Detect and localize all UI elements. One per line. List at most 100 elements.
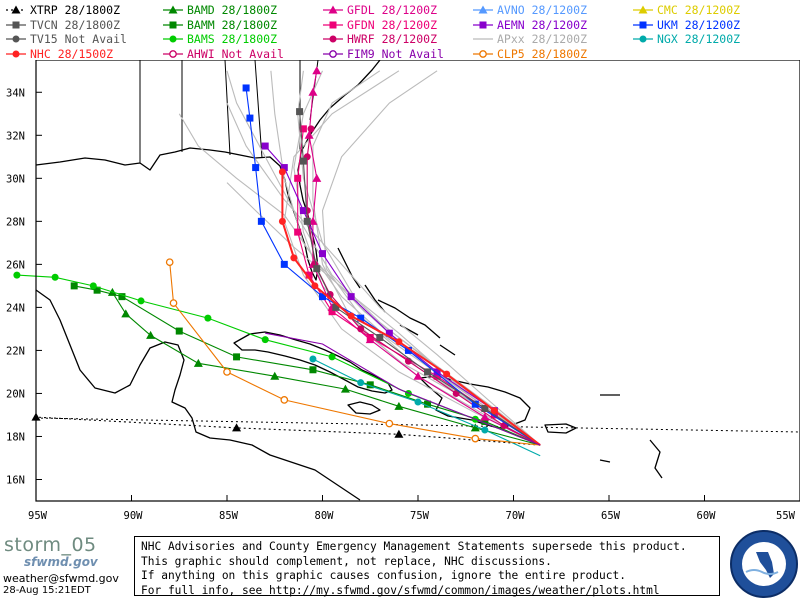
track-point-ngx [414, 398, 422, 406]
legend-label: TV15 Not Avail [30, 32, 127, 46]
track-point-aemn [385, 329, 393, 337]
track-point-ngx [309, 355, 317, 363]
legend: XTRP 28/1800Z BAMD 28/1800Z GFDL 28/1200Z A… [0, 0, 800, 61]
xtrp-guide [35, 417, 800, 433]
track-point-bamm [93, 286, 101, 294]
lat-label: 24N [6, 302, 25, 314]
track-point-bamm [366, 381, 374, 389]
track-point-bamd [470, 423, 480, 432]
track-point-aemn [280, 164, 288, 172]
track-point-gfdn [299, 125, 307, 133]
track-point-clp5 [169, 299, 178, 307]
lat-label: 26N [6, 259, 25, 271]
lat-label: 16N [6, 474, 25, 486]
track-point-xtrp [394, 429, 404, 438]
track-apxx [312, 70, 541, 446]
track-point-tvcn [481, 404, 489, 412]
track-point-aemn [299, 207, 307, 215]
legend-swatch-icon [163, 21, 183, 28]
track-apxx [226, 182, 541, 446]
contact-email[interactable]: weather@sfwmd.gov [3, 572, 119, 585]
track-point-nhc [278, 217, 286, 225]
legend-marker [169, 21, 177, 28]
track-point-tvcn [303, 217, 311, 225]
track-point-ukm [319, 293, 326, 301]
legend-marker [328, 5, 338, 14]
track-point-bamm [70, 282, 78, 290]
track-point-clp5 [385, 419, 394, 428]
track-point-tvcn [376, 334, 384, 342]
lat-label: 22N [6, 345, 25, 357]
track-point-nhc [290, 254, 298, 262]
track-point-ukm [246, 114, 254, 122]
track-point-bamd [121, 309, 131, 318]
lon-label: 85W [219, 510, 239, 522]
track-point-nhc [278, 168, 286, 176]
legend-marker [478, 5, 488, 14]
track-point-tvcn [296, 108, 304, 116]
puerto-rico-coastline [544, 423, 577, 434]
track-point-gfdl [312, 66, 322, 75]
track-point-ukm [257, 217, 265, 225]
track-point-clp5 [223, 368, 231, 376]
axis-labels: 34N 32N 30N 28N 26N 24N 22N 20N 18N 16N 95W 90W 85W 8… [6, 87, 800, 522]
disclaimer-line[interactable]: For full info, see http://my.sfwmd.gov/s… [141, 583, 660, 597]
lat-label: 20N [6, 388, 25, 400]
legend-swatch-icon [6, 21, 26, 28]
lat-label: 34N [6, 87, 25, 99]
legend-label: BAMD 28/1800Z [187, 3, 278, 17]
legend-swatch-icon [6, 35, 26, 43]
track-point-gfdl [312, 173, 322, 182]
track-point-bamm [175, 327, 183, 335]
lat-label: 28N [6, 216, 25, 228]
track-apxx [270, 70, 541, 446]
sfwmd-seal-icon [730, 530, 798, 598]
lon-label: 55W [776, 510, 796, 522]
lon-label: 70W [506, 510, 526, 522]
track-point-bams [13, 271, 21, 279]
track-point-ukm [404, 346, 412, 354]
track-bamm [74, 285, 541, 446]
legend-swatch-icon [163, 5, 183, 14]
legend-label: GFDN 28/1200Z [347, 17, 438, 32]
logo-text: storm_05 [4, 534, 97, 556]
track-point-xtrp [232, 423, 242, 432]
legend-label: APxx 28/1200Z [497, 32, 588, 46]
map-background [36, 60, 800, 501]
jamaica-coastline [347, 401, 381, 415]
track-point-hwrf [357, 325, 365, 333]
track-point-tvcn [424, 368, 432, 376]
legend-marker [639, 21, 647, 28]
legend-label: XTRP 28/1800Z [30, 3, 121, 17]
legend-marker [169, 49, 177, 58]
track-point-bamm [481, 417, 489, 425]
disclaimer-line: NHC Advisories and County Emergency Mana… [141, 540, 687, 553]
legend-swatch-icon [473, 49, 493, 58]
legend-marker [12, 21, 20, 28]
bahamas-coastline [337, 247, 456, 356]
legend-swatch-icon [163, 35, 183, 43]
legend-label: AVNO 28/1200Z [497, 3, 588, 17]
state-borders [139, 59, 319, 163]
timestamp: 28-Aug 15:21EDT [3, 585, 91, 596]
lat-label: 18N [6, 431, 25, 443]
track-point-ukm [242, 84, 250, 92]
track-point-gfdl [480, 412, 490, 421]
track-point-clp5 [165, 258, 174, 267]
track-apxx [226, 102, 541, 446]
track-point-bamd [394, 401, 404, 410]
track-point-bamm [309, 366, 317, 374]
legend-swatch-icon [6, 50, 26, 57]
track-point-gfdl [304, 130, 314, 139]
track-point-bams [89, 282, 97, 290]
legend-label: CMC 28/1200Z [657, 3, 741, 17]
footer [0, 532, 800, 600]
legend-marker [12, 35, 20, 43]
track-point-ukm [280, 260, 288, 268]
mexico-coastline [35, 289, 361, 501]
logo-subtitle: sfwmd.gov [24, 555, 98, 569]
disclaimer-line: This graphic should complement, not repl… [141, 554, 552, 568]
track-layer [13, 66, 541, 457]
track-fim9 [265, 332, 541, 446]
track-point-nhc [443, 370, 451, 378]
